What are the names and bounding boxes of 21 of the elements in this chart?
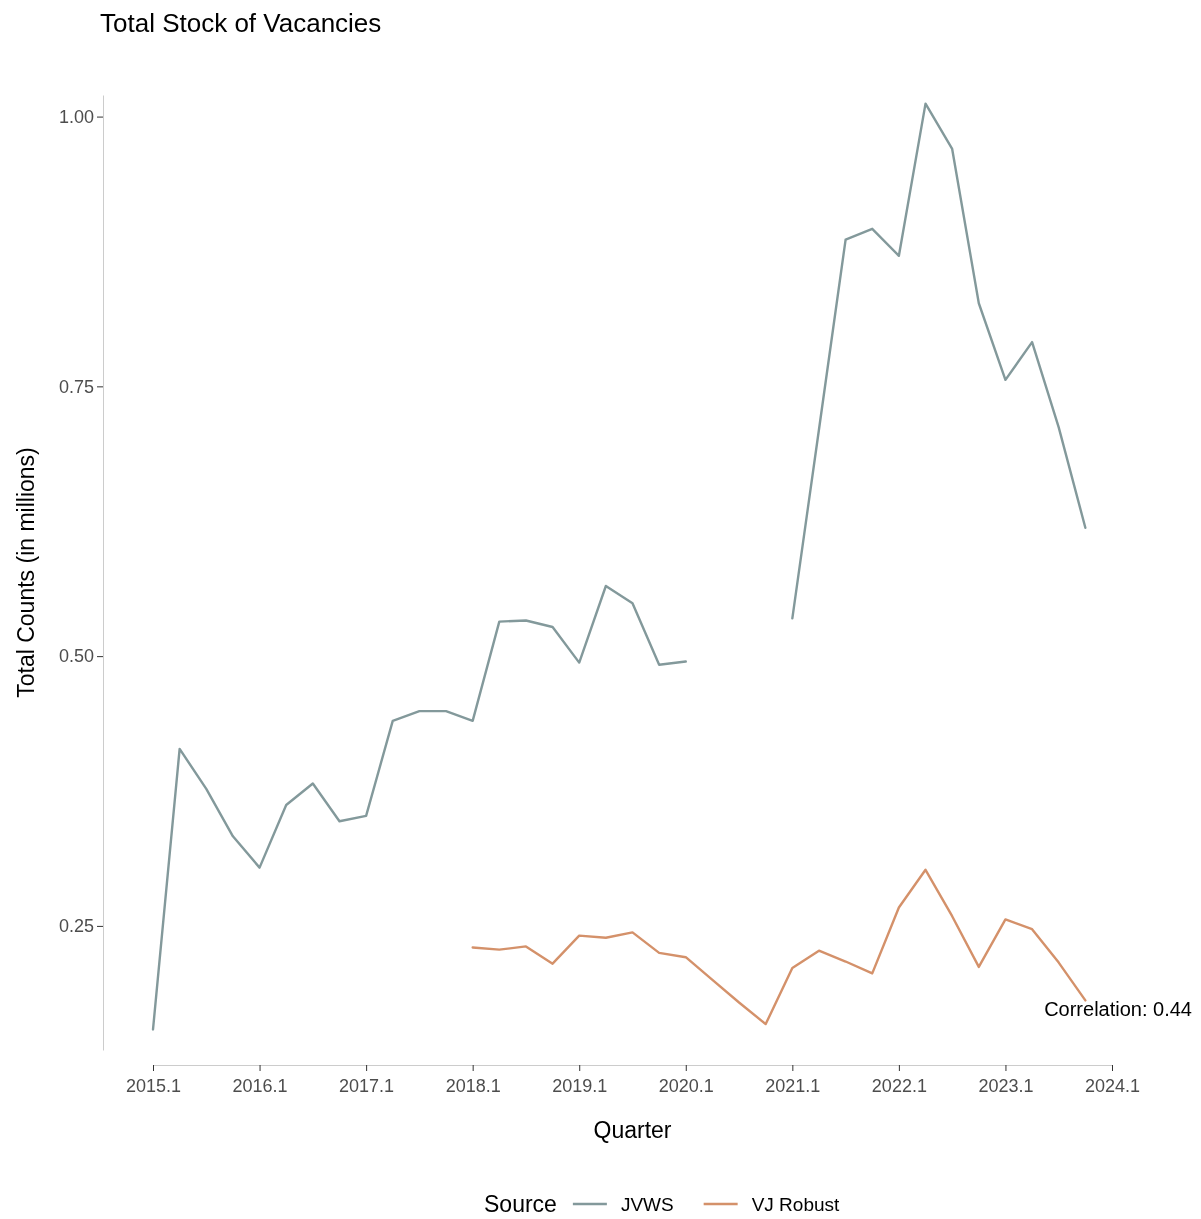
- x-tick-label: 2017.1: [339, 1076, 395, 1096]
- x-axis-title: Quarter: [593, 1117, 672, 1143]
- x-tick-label: 2020.1: [658, 1076, 714, 1096]
- x-tick-label: 2016.1: [232, 1076, 288, 1096]
- annotation: Correlation: 0.44: [1044, 998, 1192, 1020]
- x-tick-label: 2018.1: [445, 1076, 501, 1096]
- x-tick-label: 2022.1: [871, 1076, 927, 1096]
- y-tick-label: 0.25: [58, 916, 94, 937]
- y-tick-label: 1.00: [58, 106, 94, 127]
- x-tick-label: 2015.1: [125, 1076, 182, 1096]
- legend-label: VJ Robust: [751, 1194, 841, 1215]
- y-tick-label: 0.50: [58, 646, 94, 667]
- x-tick-label: 2021.1: [765, 1076, 821, 1096]
- chart-title: Total Stock of Vacancies: [100, 8, 382, 38]
- legend-label: JVWS: [620, 1194, 674, 1215]
- x-tick-label: 2019.1: [552, 1076, 608, 1096]
- x-tick-label: 2024.1: [1084, 1076, 1141, 1096]
- x-tick-label: 2023.1: [978, 1076, 1034, 1096]
- y-axis-title: Total Counts (in millions): [13, 447, 39, 698]
- legend-title: Source: [484, 1191, 557, 1217]
- y-tick-label: 0.75: [58, 376, 94, 397]
